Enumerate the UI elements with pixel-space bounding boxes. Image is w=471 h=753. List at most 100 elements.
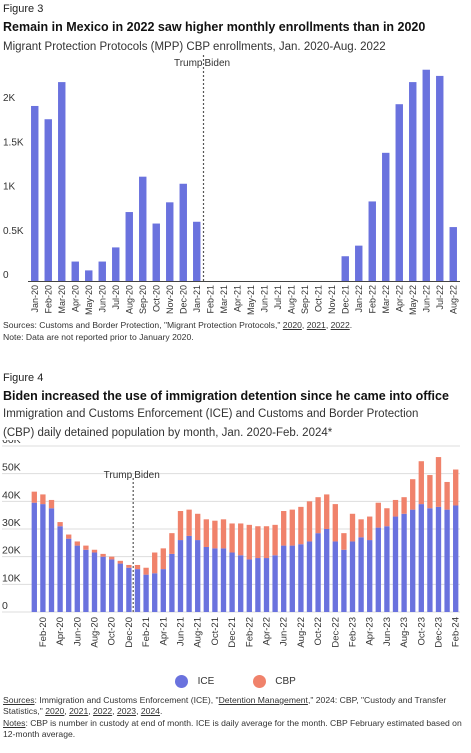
bar-cbp-may-23 bbox=[375, 502, 381, 528]
bar-aug-20 bbox=[125, 212, 133, 281]
bar-ice-jan-23 bbox=[341, 549, 347, 612]
bar-ice-sep-21 bbox=[203, 546, 209, 612]
bar-ice-dec-21 bbox=[229, 552, 235, 612]
legend-ice-swatch bbox=[175, 675, 189, 689]
bar-ice-feb-22 bbox=[246, 559, 252, 612]
bar-ice-sep-23 bbox=[410, 509, 416, 612]
bar-ice-oct-21 bbox=[212, 548, 218, 612]
bar-cbp-may-20 bbox=[66, 534, 72, 539]
x-tick-label: Oct-22 bbox=[313, 617, 324, 646]
figure-4-subtitle: Immigration and Customs Enforcement (ICE… bbox=[3, 408, 419, 439]
bar-ice-may-23 bbox=[375, 527, 381, 612]
bar-cbp-may-21 bbox=[169, 533, 175, 554]
bar-ice-may-22 bbox=[272, 555, 278, 612]
bar-ice-jun-20 bbox=[74, 545, 80, 612]
figure-4-source-link-2024[interactable]: 2024 bbox=[140, 706, 160, 716]
bar-ice-apr-22 bbox=[263, 558, 270, 612]
x-tick-label: Jun-21 bbox=[259, 285, 269, 313]
bar-ice-jul-20 bbox=[83, 549, 89, 612]
bar-cbp-mar-22 bbox=[255, 526, 261, 559]
bar-cbp-mar-23 bbox=[358, 519, 364, 538]
bar-jun-22 bbox=[422, 69, 430, 281]
bar-feb-20 bbox=[44, 119, 52, 281]
bar-ice-jan-24 bbox=[444, 509, 450, 612]
bar-may-20 bbox=[85, 270, 93, 281]
figure-4-source-link-2023[interactable]: 2023 bbox=[116, 706, 137, 716]
x-tick-label: Jun-20 bbox=[97, 285, 107, 313]
legend-cbp-label: CBP bbox=[275, 676, 296, 688]
bar-ice-jan-22 bbox=[238, 555, 244, 612]
figure-4-notes: Notes: CBP is number in custody at end o… bbox=[3, 718, 465, 740]
x-tick-label: Jun-21 bbox=[176, 617, 187, 646]
figure-4-sources-label: Sources bbox=[3, 695, 35, 705]
bar-cbp-jun-21 bbox=[177, 511, 184, 541]
bar-ice-aug-20 bbox=[91, 552, 98, 612]
x-tick-label: Feb-23 bbox=[348, 617, 359, 647]
bar-ice-feb-20 bbox=[40, 504, 46, 612]
divider-label-right: Biden bbox=[134, 470, 160, 481]
bar-cbp-dec-21 bbox=[229, 523, 235, 553]
bar-cbp-feb-23 bbox=[349, 513, 356, 542]
bar-cbp-jul-22 bbox=[289, 509, 295, 546]
bar-aug-22 bbox=[449, 227, 457, 281]
figure-4-source-link-detention[interactable]: Detention Management bbox=[218, 695, 308, 705]
bar-cbp-dec-23 bbox=[435, 457, 442, 507]
bar-cbp-aug-20 bbox=[91, 549, 98, 553]
x-tick-label: Feb-21 bbox=[205, 285, 215, 314]
y-tick-label: 10K bbox=[2, 572, 21, 584]
bar-cbp-apr-23 bbox=[367, 516, 373, 541]
bar-cbp-nov-21 bbox=[220, 519, 227, 549]
x-tick-label: Sep-21 bbox=[300, 285, 310, 314]
figure-4-source-link-2020[interactable]: 2020 bbox=[45, 706, 65, 716]
figure-4-source-link-2021[interactable]: 2021 bbox=[69, 706, 89, 716]
figure-3-subtitle: Migrant Protection Protocols (MPP) CBP e… bbox=[3, 41, 386, 53]
x-tick-label: Nov-20 bbox=[165, 285, 175, 314]
bar-ice-may-20 bbox=[66, 538, 72, 612]
x-tick-label: Jul-20 bbox=[111, 285, 121, 310]
x-tick-label: Dec-23 bbox=[434, 617, 445, 648]
bar-ice-jul-22 bbox=[289, 545, 295, 612]
bar-ice-feb-23 bbox=[349, 541, 356, 612]
bar-cbp-nov-23 bbox=[427, 475, 433, 509]
bar-ice-apr-21 bbox=[160, 569, 166, 612]
bar-cbp-jul-23 bbox=[392, 499, 399, 517]
y-tick-label: 1.5K bbox=[3, 137, 24, 148]
x-tick-label: Oct-20 bbox=[107, 617, 118, 646]
x-tick-label: Dec-21 bbox=[340, 285, 350, 314]
bar-cbp-sep-23 bbox=[410, 479, 416, 510]
bar-cbp-oct-21 bbox=[212, 520, 218, 549]
x-tick-label: Mar-20 bbox=[57, 285, 67, 314]
x-tick-label: Aug-22 bbox=[296, 617, 307, 648]
x-tick-label: Mar-22 bbox=[381, 285, 391, 314]
figure-4-source-link-2022[interactable]: 2022 bbox=[93, 706, 113, 716]
bar-cbp-mar-20 bbox=[48, 499, 55, 509]
figure-3-source-link-2021[interactable]: 2021 bbox=[306, 320, 326, 330]
y-tick-label: 0 bbox=[2, 600, 8, 612]
figure-4-legend: ICE CBP bbox=[0, 673, 471, 691]
bar-cbp-jan-23 bbox=[341, 533, 347, 550]
y-tick-label: 2K bbox=[3, 93, 16, 104]
bar-cbp-sep-21 bbox=[203, 519, 209, 547]
bar-nov-20 bbox=[166, 202, 174, 281]
bar-cbp-jun-22 bbox=[281, 511, 287, 546]
bar-ice-apr-23 bbox=[367, 540, 373, 612]
y-tick-label: 0.5K bbox=[3, 226, 24, 237]
bar-ice-jul-21 bbox=[186, 535, 192, 612]
bar-cbp-nov-22 bbox=[324, 494, 330, 529]
divider-label-left: Trump bbox=[174, 58, 203, 69]
bar-ice-jul-23 bbox=[392, 516, 399, 612]
divider-label-left: Trump bbox=[104, 470, 133, 481]
x-tick-label: Jun-23 bbox=[382, 617, 393, 646]
figure-3-source-link-2022[interactable]: 2022 bbox=[330, 320, 350, 330]
bar-ice-apr-20 bbox=[57, 526, 63, 612]
x-tick-label: Jul-21 bbox=[273, 285, 283, 310]
x-tick-label: Oct-23 bbox=[416, 617, 427, 646]
bar-sep-20 bbox=[139, 176, 147, 281]
divider-label-right: Biden bbox=[205, 58, 231, 69]
x-tick-label: Oct-20 bbox=[151, 285, 161, 312]
figure-4-sources: Sources: Immigration and Customs Enforce… bbox=[3, 695, 447, 716]
bar-cbp-apr-20 bbox=[57, 522, 63, 527]
x-tick-label: Jan-21 bbox=[192, 285, 202, 313]
figure-3-source-link-2020[interactable]: 2020 bbox=[282, 320, 302, 330]
bar-ice-nov-20 bbox=[117, 563, 123, 612]
